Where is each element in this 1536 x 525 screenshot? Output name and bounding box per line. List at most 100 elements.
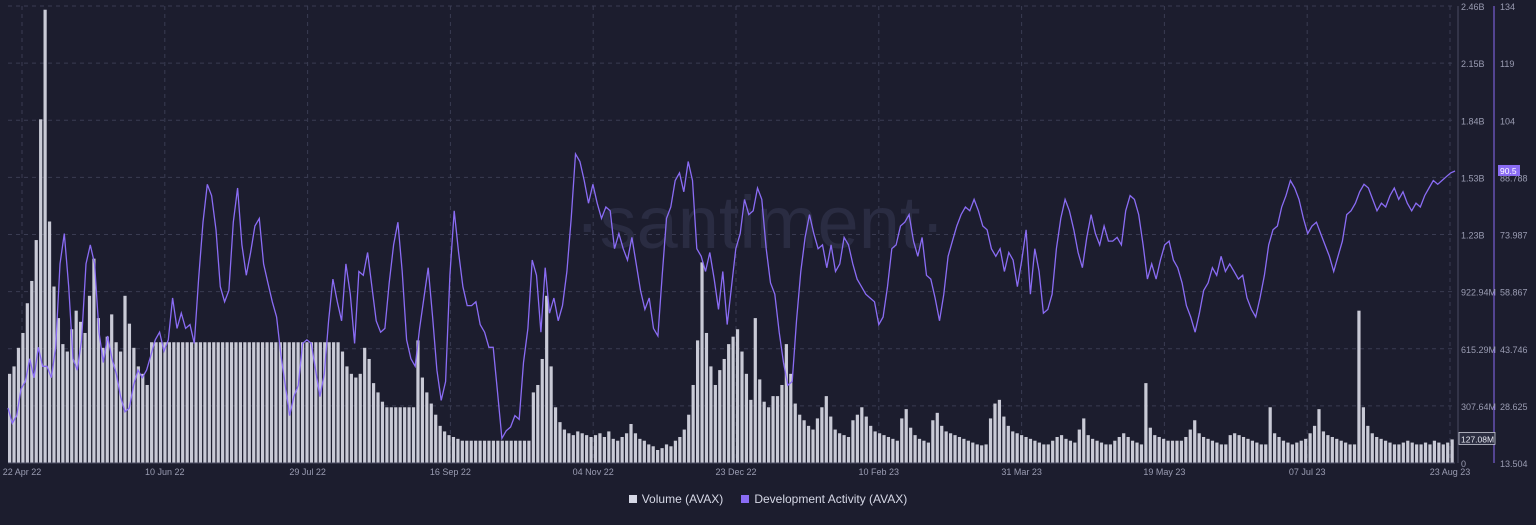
volume-bar xyxy=(1259,444,1263,463)
volume-bar xyxy=(110,314,114,463)
volume-bar xyxy=(620,436,624,463)
volume-bar xyxy=(775,396,780,463)
volume-bar xyxy=(904,409,908,463)
volume-swatch-icon xyxy=(628,495,637,503)
volume-bar xyxy=(527,440,531,463)
volume-bar xyxy=(1002,416,1006,463)
volume-bar xyxy=(1397,444,1401,463)
volume-bar xyxy=(1250,440,1255,463)
volume-bar xyxy=(105,336,109,463)
volume-bar xyxy=(509,440,513,463)
volume-bar xyxy=(1033,440,1037,463)
volume-bar xyxy=(935,412,939,463)
legend-item-volume[interactable]: Volume (AVAX) xyxy=(628,492,723,506)
volume-bar xyxy=(651,446,655,463)
volume-bar xyxy=(371,383,376,463)
volume-bar xyxy=(607,431,611,463)
volume-bar xyxy=(1170,440,1175,463)
volume-bar xyxy=(203,342,207,463)
volume-bar xyxy=(589,436,593,463)
volume-bar xyxy=(478,440,482,463)
volume-bar xyxy=(798,414,802,463)
volume-bar xyxy=(212,342,216,463)
volume-bar xyxy=(1153,435,1157,463)
volume-bar xyxy=(882,435,886,463)
volume-bar xyxy=(540,358,544,463)
volume-bar xyxy=(851,420,855,463)
volume-bar xyxy=(678,436,682,463)
volume-bar xyxy=(647,444,651,463)
x-tick-label: 22 Apr 22 xyxy=(3,467,42,477)
volume-bar xyxy=(323,342,327,463)
volume-bar xyxy=(398,407,402,463)
volume-bar xyxy=(909,427,913,463)
volume-bar xyxy=(332,342,336,463)
y-right-tick-label: 88.788 xyxy=(1500,173,1528,183)
volume-bar xyxy=(966,440,970,463)
y-right-tick-label: 134 xyxy=(1500,2,1515,12)
volume-bar xyxy=(1028,438,1033,463)
volume-bar xyxy=(1157,436,1161,463)
volume-bar xyxy=(367,358,371,463)
volume-bar xyxy=(1401,442,1405,463)
volume-bar xyxy=(1219,444,1223,463)
volume-bar xyxy=(1450,439,1454,463)
volume-bar xyxy=(1202,436,1206,463)
volume-bar xyxy=(1348,444,1352,463)
volume-bar xyxy=(1415,444,1419,463)
volume-bar xyxy=(145,384,149,463)
volume-bar xyxy=(92,258,96,463)
volume-bar xyxy=(598,433,602,463)
volume-bar xyxy=(314,342,318,463)
volume-bar xyxy=(1255,442,1259,463)
legend-item-dev-activity[interactable]: Development Activity (AVAX) xyxy=(741,492,907,506)
volume-bar xyxy=(780,384,784,463)
volume-bar xyxy=(1082,418,1086,463)
y-left-tick-label: 2.46B xyxy=(1461,2,1485,12)
volume-bar xyxy=(580,433,584,463)
volume-bar xyxy=(877,433,882,463)
volume-bar xyxy=(318,342,322,463)
x-tick-label: 29 Jul 22 xyxy=(289,467,326,477)
volume-bar xyxy=(198,342,203,463)
volume-bar xyxy=(216,342,220,463)
volume-bar xyxy=(1246,438,1250,463)
volume-bar xyxy=(1037,442,1041,463)
volume-bar xyxy=(1193,420,1197,463)
volume-bar xyxy=(1042,444,1046,463)
volume-bar xyxy=(1446,442,1450,463)
volume-bar xyxy=(846,436,851,463)
volume-bar xyxy=(673,440,677,463)
volume-bar xyxy=(438,425,442,463)
volume-bar xyxy=(1317,409,1321,463)
volume-bar xyxy=(287,342,291,463)
y-right-tick-label: 28.625 xyxy=(1500,402,1528,412)
volume-bar xyxy=(944,431,948,463)
volume-bar xyxy=(185,342,189,463)
volume-bar xyxy=(616,440,620,463)
x-tick-label: 10 Jun 22 xyxy=(145,467,185,477)
volume-bar xyxy=(1113,440,1117,463)
volume-bar xyxy=(451,436,456,463)
volume-bar xyxy=(1357,310,1361,463)
volume-bar xyxy=(771,396,775,463)
volume-bar xyxy=(975,444,979,463)
volume-bar xyxy=(704,332,709,463)
volume-bar xyxy=(993,403,997,463)
y-left-tick-label: 0 xyxy=(1461,459,1466,469)
volume-bar xyxy=(815,418,820,463)
volume-bar xyxy=(349,373,353,463)
volume-bar xyxy=(1304,438,1308,463)
volume-bar xyxy=(820,407,824,463)
volume-bar xyxy=(87,295,92,463)
volume-bars xyxy=(8,9,1454,463)
volume-bar xyxy=(56,318,61,463)
volume-bar xyxy=(118,351,123,463)
volume-bar xyxy=(1139,444,1144,463)
volume-bar xyxy=(1330,436,1334,463)
volume-bar xyxy=(194,342,198,463)
volume-bar xyxy=(971,442,975,463)
volume-bar xyxy=(553,407,558,463)
legend-label-dev-activity: Development Activity (AVAX) xyxy=(754,492,908,506)
